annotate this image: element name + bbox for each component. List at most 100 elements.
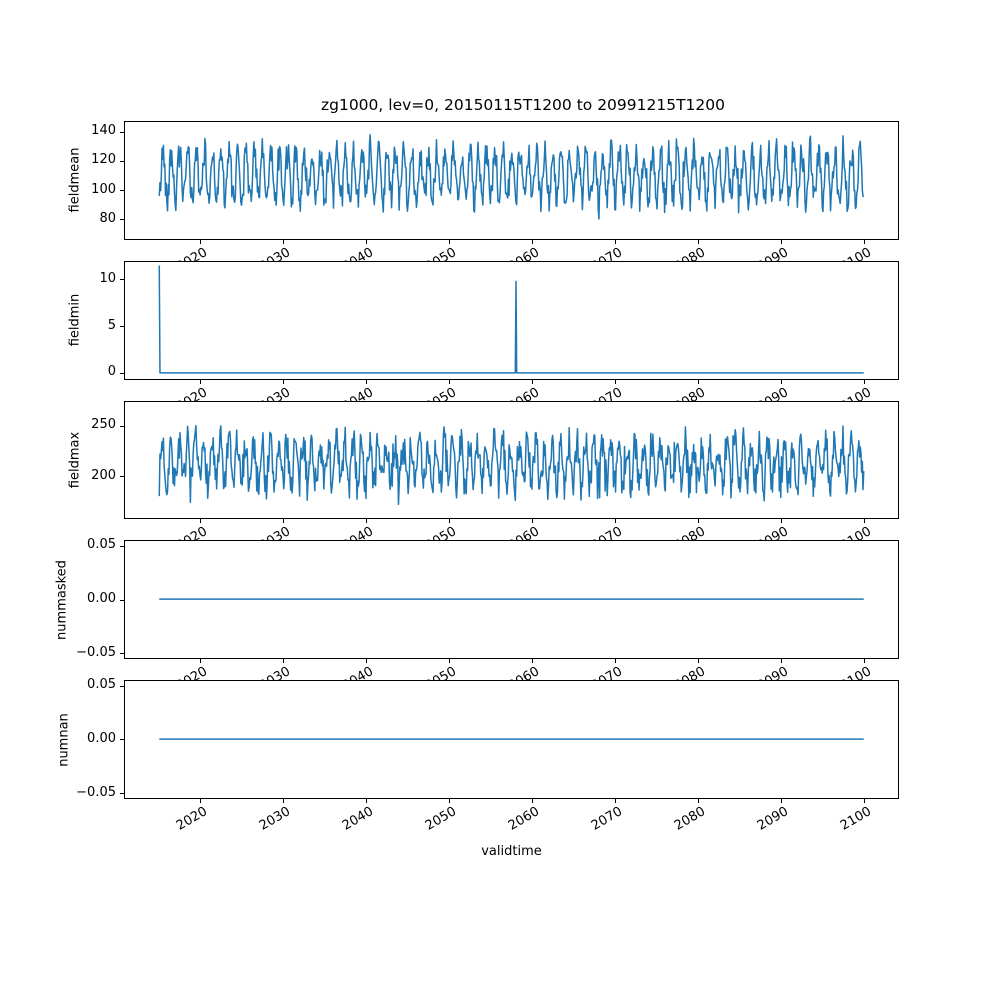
x-tick-label: 2030 [257,804,294,834]
x-tickmark [615,659,617,664]
x-tick-label: 2100 [837,804,875,834]
y-tickmark [120,545,124,547]
x-tickmark [698,799,700,803]
y-tickmark [120,476,124,477]
x-tickmark [698,379,700,384]
y-tick-label: 120 [91,152,116,168]
line-series-fieldmin [158,265,864,374]
x-tickmark [864,379,866,384]
y-tickmark [120,599,124,601]
x-tickmark [200,239,202,244]
y-tick-label: −0.05 [76,644,116,660]
y-tick-label: 0.00 [87,730,116,746]
x-tick-label: 2050 [423,804,460,834]
y-tick-label: 0.05 [87,537,116,553]
x-tick-label: 2090 [754,804,792,834]
y-axis-label-fieldmean: fieldmean [67,147,83,213]
y-tick-label: 0.00 [87,591,116,606]
line-series-nummasked [159,598,864,601]
y-axis-label-fieldmin: fieldmin [67,293,83,347]
x-tickmark [781,519,783,524]
chart-title: zg1000, lev=0, 20150115T1200 to 20991215… [320,96,726,114]
subplot-nummasked [124,540,899,660]
y-tickmark [120,653,124,655]
subplot-numnan [124,680,899,799]
x-tickmark [864,659,866,664]
y-tickmark [120,160,124,162]
y-tick-label: 5 [107,317,116,333]
y-tick-label: 200 [91,467,116,483]
x-tickmark [449,519,451,524]
x-tickmark [200,799,202,803]
x-tickmark [283,379,285,384]
x-tickmark [449,659,451,664]
x-tickmark [366,519,368,524]
y-tick-label: 80 [99,210,116,226]
subplot-fieldmax [124,400,899,520]
x-tickmark [615,799,617,803]
x-tickmark [366,799,368,803]
x-tickmark [781,379,783,384]
x-tickmark [615,239,617,244]
y-tickmark [120,131,124,133]
y-tick-label: 0.05 [87,677,116,692]
y-tick-label: 100 [91,181,116,197]
x-tickmark [283,239,285,244]
x-tickmark [449,239,451,244]
subplot-fieldmin [124,260,899,380]
x-tickmark [698,659,700,664]
y-tickmark [120,219,124,221]
x-tickmark [449,379,451,384]
x-tick-label: 2080 [672,804,709,834]
y-tick-label: 140 [91,123,116,139]
x-tick-label: 2060 [506,804,543,834]
x-tick-label: 2020 [174,804,211,834]
x-tickmark [864,239,866,244]
subplot-fieldmean [124,121,899,240]
x-tickmark [698,239,700,244]
y-tick-label: 10 [99,270,116,286]
y-tickmark [120,279,124,281]
y-tickmark [120,190,124,191]
y-tickmark [120,793,124,795]
x-tickmark [200,379,202,384]
y-tickmark [120,326,124,327]
x-tickmark [532,379,534,384]
series-path [158,424,865,505]
y-tick-label: 0 [107,364,116,380]
line-series-numnan [159,738,864,741]
x-tickmark [698,519,700,524]
x-tickmark [532,659,534,664]
y-axis-label-numnan: numnan [56,712,72,767]
series-path [158,134,865,220]
x-axis-label: validtime [481,844,542,859]
line-series-fieldmax [158,424,865,505]
x-tickmark [532,239,534,244]
x-tickmark [532,519,534,524]
x-tickmark [449,799,451,803]
line-series-fieldmean [158,134,865,220]
x-tickmark [200,519,202,524]
x-tickmark [366,659,368,664]
x-tick-label: 2070 [589,804,626,834]
x-tick-label: 2040 [340,804,377,834]
x-tickmark [366,379,368,384]
y-tickmark [120,739,124,741]
x-tickmark [781,239,783,244]
chart-title-row: zg1000, lev=0, 20150115T1200 to 20991215… [0,96,1000,114]
x-tickmark [532,799,534,803]
y-axis-label-nummasked: nummasked [54,559,70,640]
y-tick-label: −0.05 [76,784,116,800]
y-tick-label: 250 [91,417,116,433]
y-tickmark [120,425,124,427]
x-tickmark [283,659,285,664]
series-path [158,265,864,374]
x-tickmark [615,519,617,524]
x-tickmark [283,519,285,524]
x-tickmark [200,659,202,664]
y-axis-label-fieldmax: fieldmax [67,431,83,489]
x-tickmark [781,659,783,664]
y-tickmark [120,372,124,374]
x-tickmark [615,379,617,384]
